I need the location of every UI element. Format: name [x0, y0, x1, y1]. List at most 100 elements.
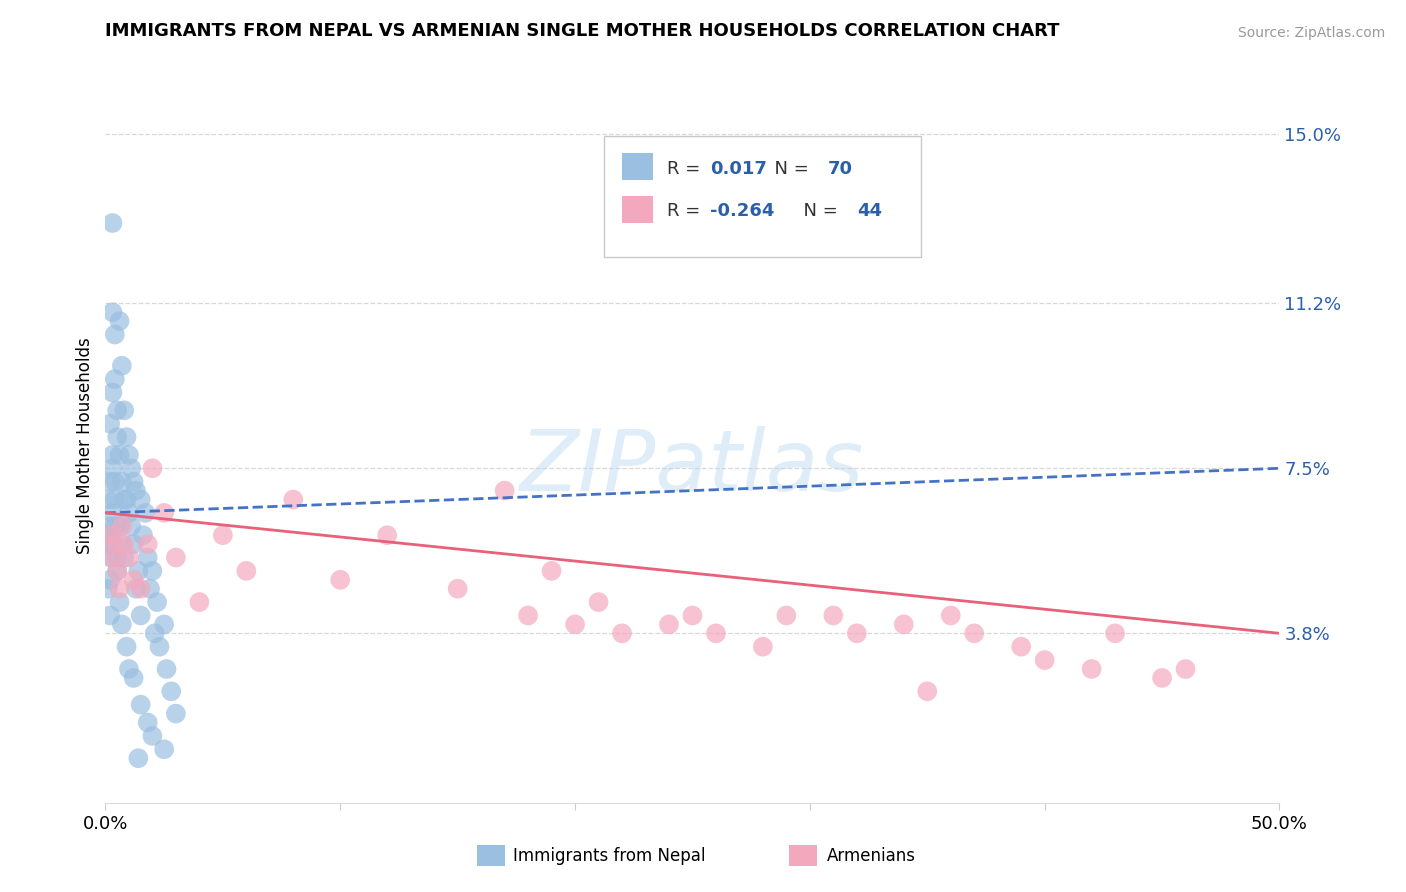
Point	[141, 461, 163, 475]
Point	[112, 492, 135, 507]
Point	[153, 617, 176, 632]
Point	[115, 640, 138, 654]
Text: N =: N =	[763, 161, 814, 178]
Point	[540, 564, 562, 578]
Point	[775, 608, 797, 623]
Point	[101, 461, 124, 475]
Point	[752, 640, 775, 654]
Point	[104, 519, 127, 533]
Point	[153, 742, 176, 756]
Point	[446, 582, 468, 596]
Point	[1080, 662, 1102, 676]
Text: 70: 70	[828, 161, 852, 178]
Point	[658, 617, 681, 632]
Point	[101, 385, 124, 400]
Point	[104, 372, 127, 386]
Point	[118, 448, 141, 462]
Text: R =: R =	[666, 161, 706, 178]
Point	[120, 461, 142, 475]
Point	[129, 698, 152, 712]
Text: R =: R =	[666, 202, 706, 219]
Point	[111, 617, 134, 632]
Point	[98, 475, 121, 489]
Point	[122, 537, 145, 551]
Point	[118, 662, 141, 676]
Point	[517, 608, 540, 623]
Point	[104, 475, 127, 489]
Point	[1150, 671, 1173, 685]
Point	[823, 608, 845, 623]
Point	[1010, 640, 1032, 654]
Text: ZIPatlas: ZIPatlas	[520, 425, 865, 509]
Point	[125, 582, 148, 596]
Point	[129, 608, 152, 623]
Point	[101, 448, 124, 462]
Point	[118, 550, 141, 565]
Point	[148, 640, 170, 654]
Point	[1174, 662, 1197, 676]
Text: IMMIGRANTS FROM NEPAL VS ARMENIAN SINGLE MOTHER HOUSEHOLDS CORRELATION CHART: IMMIGRANTS FROM NEPAL VS ARMENIAN SINGLE…	[105, 22, 1060, 40]
FancyBboxPatch shape	[605, 136, 921, 257]
Point	[1104, 626, 1126, 640]
Text: N =: N =	[792, 202, 844, 219]
Point	[129, 492, 152, 507]
Point	[104, 537, 127, 551]
Text: 44: 44	[856, 202, 882, 219]
Point	[235, 564, 257, 578]
Point	[98, 550, 121, 565]
Point	[101, 506, 124, 520]
Point	[98, 417, 121, 431]
Point	[134, 506, 156, 520]
Point	[120, 519, 142, 533]
Point	[101, 550, 124, 565]
Point	[893, 617, 915, 632]
Point	[165, 550, 187, 565]
Point	[115, 430, 138, 444]
Point	[111, 359, 134, 373]
Point	[108, 519, 131, 533]
Point	[112, 537, 135, 551]
Point	[132, 528, 155, 542]
Point	[125, 483, 148, 498]
Point	[101, 305, 124, 319]
Point	[104, 327, 127, 342]
Point	[283, 492, 305, 507]
Point	[98, 528, 121, 542]
Point	[375, 528, 398, 542]
Point	[108, 448, 131, 462]
Point	[136, 537, 159, 551]
Point	[127, 564, 149, 578]
Point	[118, 506, 141, 520]
Point	[97, 537, 120, 551]
Point	[111, 519, 134, 533]
Point	[681, 608, 703, 623]
Point	[105, 564, 128, 578]
Point	[211, 528, 233, 542]
Point	[136, 715, 159, 730]
Point	[915, 684, 938, 698]
Point	[165, 706, 187, 721]
Point	[494, 483, 516, 498]
FancyBboxPatch shape	[621, 153, 652, 180]
Point	[155, 662, 177, 676]
FancyBboxPatch shape	[621, 196, 652, 223]
Point	[98, 573, 121, 587]
Point	[564, 617, 586, 632]
Point	[104, 492, 127, 507]
Point	[111, 475, 134, 489]
Point	[141, 564, 163, 578]
Point	[939, 608, 962, 623]
Point	[122, 671, 145, 685]
Y-axis label: Single Mother Households: Single Mother Households	[76, 338, 94, 554]
Point	[97, 492, 120, 507]
Point	[108, 582, 131, 596]
Point	[136, 550, 159, 565]
Point	[127, 751, 149, 765]
Point	[108, 314, 131, 328]
Text: Armenians: Armenians	[827, 847, 915, 865]
Point	[588, 595, 610, 609]
Point	[112, 550, 135, 565]
Point	[115, 492, 138, 507]
Text: Source: ZipAtlas.com: Source: ZipAtlas.com	[1237, 26, 1385, 40]
Point	[101, 537, 124, 551]
